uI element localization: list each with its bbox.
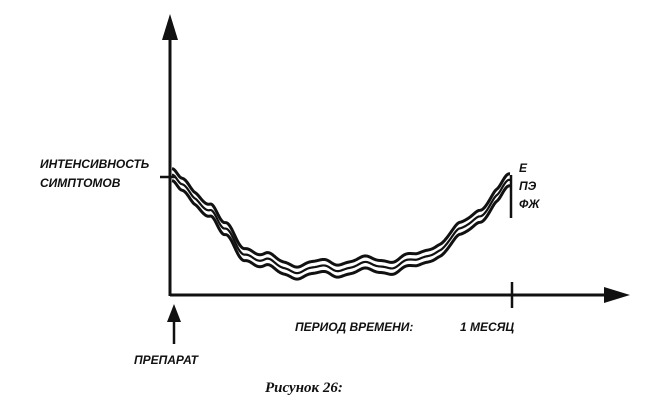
legend-item-e: Е [519, 161, 528, 175]
y-axis [162, 14, 178, 296]
drug-start-label: ПРЕПАРАТ [134, 353, 200, 367]
x-axis-marker-label: 1 МЕСЯЦ [460, 320, 514, 334]
symptom-curves [171, 167, 511, 281]
legend-item-pe: ПЭ [519, 179, 537, 193]
legend-item-fzh: ФЖ [519, 197, 540, 211]
curve-e [171, 167, 511, 269]
y-axis-label-line2: СИМПТОМОВ [40, 176, 121, 190]
drug-start-arrow [167, 304, 181, 344]
curve-pe [171, 173, 511, 275]
x-axis-label: ПЕРИОД ВРЕМЕНИ: [295, 320, 413, 334]
x-axis [170, 287, 630, 303]
figure-caption: Рисунок 26: [265, 380, 343, 396]
curve-fzh [171, 179, 511, 281]
y-axis-label-line1: ИНТЕНСИВНОСТЬ [40, 157, 150, 171]
